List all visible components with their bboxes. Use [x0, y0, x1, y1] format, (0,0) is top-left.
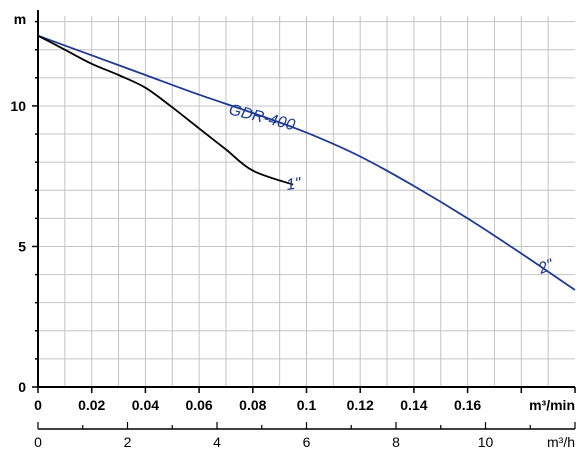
grid [38, 16, 575, 387]
x-tick-label: 0.08 [239, 397, 266, 413]
x-tick-label: 0.16 [454, 397, 481, 413]
secondary-x-tick-label: 10 [478, 434, 494, 450]
secondary-x-tick-label: 2 [124, 434, 132, 450]
y-tick-label: 0 [18, 379, 26, 395]
secondary-x-tick-label: 6 [303, 434, 311, 450]
series-layer [37, 34, 576, 291]
x-tick-label: 0.12 [347, 397, 374, 413]
x-tick-label: 0 [34, 397, 42, 413]
series-line-1-inch [37, 34, 294, 186]
x-unit-label: m³/min [529, 397, 575, 413]
x-tick-label: 0.02 [78, 397, 105, 413]
y-tick-label: 10 [10, 98, 26, 114]
x-tick-label: 0.04 [132, 397, 159, 413]
curve-label-1-inch: 1" [285, 175, 303, 194]
axes [32, 10, 576, 430]
secondary-x-tick-label: 4 [213, 434, 221, 450]
y-unit-label: m [14, 11, 26, 27]
secondary-x-tick-label: 0 [34, 434, 42, 450]
secondary-x-unit-label: m³/h [547, 434, 575, 450]
y-tick-label: 5 [18, 238, 26, 254]
series-line-gdr-400 [37, 34, 576, 291]
secondary-x-tick-label: 8 [392, 434, 400, 450]
x-tick-label: 0.14 [400, 397, 427, 413]
labels: 0 5 10 m 0 0.02 0.04 0.06 0.08 0.1 0.12 0.14 0.16 m³/… [10, 11, 575, 450]
x-tick-label: 0.1 [297, 397, 317, 413]
x-tick-label: 0.06 [185, 397, 212, 413]
